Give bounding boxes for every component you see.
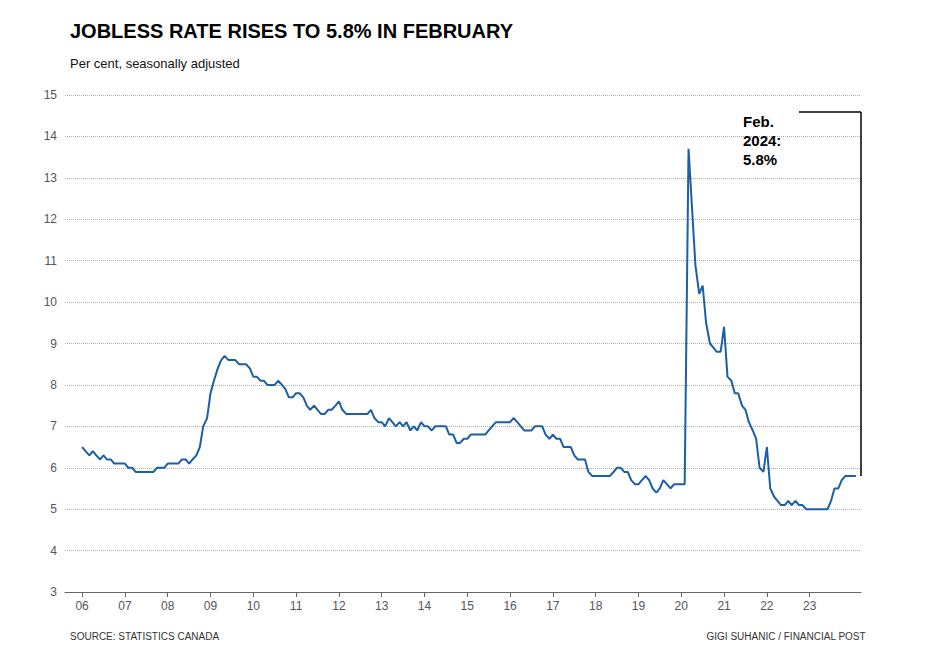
svg-text:15: 15 [44,88,58,102]
svg-text:10: 10 [247,599,261,613]
svg-text:JOBLESS RATE RISES TO 5.8% IN: JOBLESS RATE RISES TO 5.8% IN FEBRUARY [70,20,514,42]
svg-text:SOURCE: STATISTICS CANADA: SOURCE: STATISTICS CANADA [70,631,219,642]
svg-text:16: 16 [503,599,517,613]
svg-text:19: 19 [632,599,646,613]
svg-text:06: 06 [75,599,89,613]
svg-text:12: 12 [44,212,58,226]
svg-text:17: 17 [546,599,560,613]
svg-text:4: 4 [50,544,57,558]
svg-text:07: 07 [118,599,132,613]
svg-text:22: 22 [760,599,774,613]
svg-text:GIGI SUHANIC / FINANCIAL POST: GIGI SUHANIC / FINANCIAL POST [707,631,866,642]
svg-text:14: 14 [418,599,432,613]
svg-text:11: 11 [45,254,58,268]
svg-text:13: 13 [375,599,389,613]
svg-text:Feb.: Feb. [743,113,774,130]
svg-text:14: 14 [44,129,58,143]
svg-text:8: 8 [50,378,57,392]
svg-text:3: 3 [50,585,57,599]
svg-text:Per cent, seasonally adjusted: Per cent, seasonally adjusted [70,56,240,71]
svg-text:13: 13 [44,171,58,185]
svg-text:23: 23 [803,599,817,613]
svg-text:6: 6 [50,461,57,475]
svg-text:11: 11 [290,599,303,613]
svg-text:09: 09 [204,599,218,613]
svg-text:5.8%: 5.8% [743,151,777,168]
svg-text:08: 08 [161,599,175,613]
svg-text:10: 10 [44,295,58,309]
svg-text:18: 18 [589,599,603,613]
svg-text:12: 12 [332,599,346,613]
svg-text:15: 15 [461,599,475,613]
svg-text:7: 7 [50,419,57,433]
svg-text:2024:: 2024: [743,132,781,149]
svg-text:21: 21 [717,599,731,613]
svg-text:9: 9 [50,337,57,351]
svg-text:20: 20 [675,599,689,613]
svg-text:5: 5 [50,502,57,516]
